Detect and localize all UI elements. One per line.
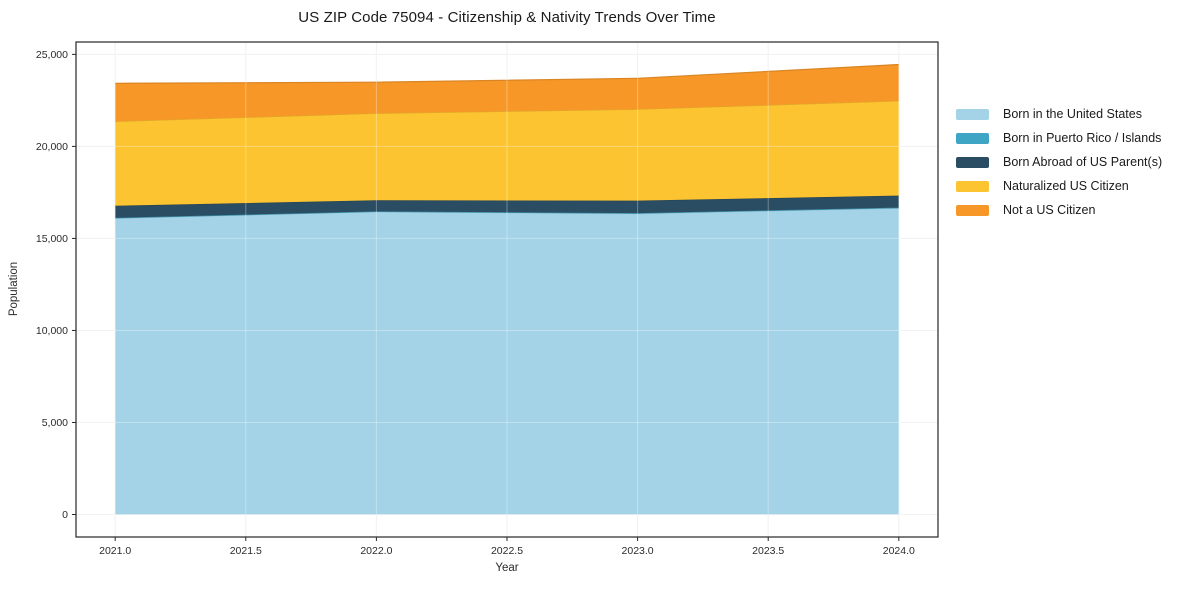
legend-label: Born Abroad of US Parent(s) bbox=[1003, 155, 1163, 169]
y-tick-label: 25,000 bbox=[36, 49, 68, 61]
area-series-4-edge bbox=[115, 63, 899, 84]
y-axis-label: Population bbox=[8, 261, 20, 317]
legend-swatch-icon bbox=[956, 108, 989, 120]
chart-title: US ZIP Code 75094 - Citizenship & Nativi… bbox=[298, 9, 716, 26]
legend: Born in the United States Born in Puerto … bbox=[956, 102, 1162, 222]
y-tick-label: 5,000 bbox=[42, 417, 68, 429]
legend-label: Born in Puerto Rico / Islands bbox=[1003, 131, 1162, 145]
legend-swatch-icon bbox=[956, 156, 989, 168]
legend-label: Naturalized US Citizen bbox=[1003, 179, 1129, 193]
x-tick-label: 2021.0 bbox=[99, 545, 131, 557]
x-tick-label: 2022.0 bbox=[360, 545, 392, 557]
legend-item: Born in the United States bbox=[956, 102, 1162, 126]
area-series-3 bbox=[115, 100, 899, 206]
y-tick-label: 20,000 bbox=[36, 141, 68, 153]
y-tick-label: 10,000 bbox=[36, 325, 68, 337]
x-tick-label: 2023.0 bbox=[622, 545, 654, 557]
y-tick-label: 15,000 bbox=[36, 233, 68, 245]
legend-item: Not a US Citizen bbox=[956, 198, 1162, 222]
x-tick-label: 2024.0 bbox=[883, 545, 915, 557]
x-tick-label: 2023.5 bbox=[752, 545, 784, 557]
legend-label: Not a US Citizen bbox=[1003, 203, 1096, 217]
legend-swatch-icon bbox=[956, 180, 989, 192]
area-series-2 bbox=[115, 195, 899, 218]
y-tick-label: 0 bbox=[62, 509, 68, 521]
x-axis-label: Year bbox=[495, 562, 519, 574]
area-series-0 bbox=[115, 208, 899, 515]
legend-item: Born in Puerto Rico / Islands bbox=[956, 126, 1162, 150]
x-tick-label: 2021.5 bbox=[230, 545, 262, 557]
legend-item: Born Abroad of US Parent(s) bbox=[956, 150, 1162, 174]
legend-swatch-icon bbox=[956, 132, 989, 144]
x-tick-label: 2022.5 bbox=[491, 545, 523, 557]
area-series-4 bbox=[115, 64, 899, 122]
legend-label: Born in the United States bbox=[1003, 107, 1142, 121]
area-series-3-edge bbox=[115, 100, 899, 122]
legend-swatch-icon bbox=[956, 204, 989, 216]
legend-item: Naturalized US Citizen bbox=[956, 174, 1162, 198]
